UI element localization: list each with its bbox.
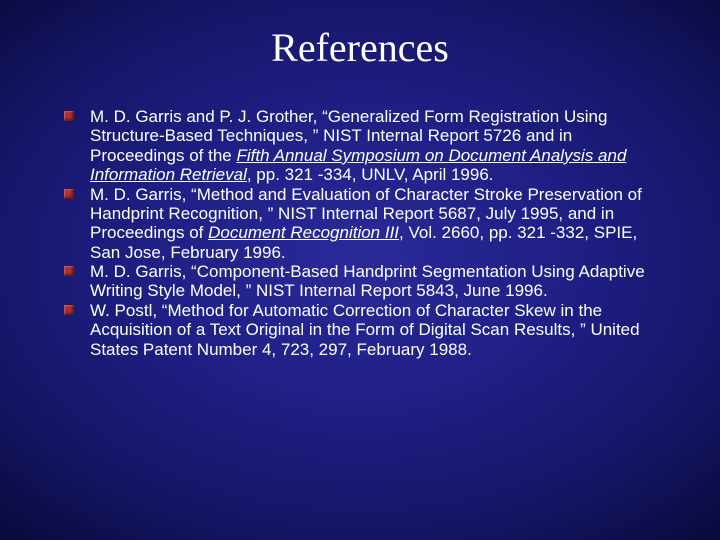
reference-item: M. D. Garris, “Method and Evaluation of …	[64, 185, 666, 263]
ref-text: M. D. Garris, “Component-Based Handprint…	[90, 262, 645, 300]
ref-italic: Document Recognition III	[208, 223, 399, 242]
slide-title: References	[40, 24, 680, 71]
reference-item: M. D. Garris, “Component-Based Handprint…	[64, 262, 666, 301]
reference-item: W. Postl, “Method for Automatic Correcti…	[64, 301, 666, 359]
references-list: M. D. Garris and P. J. Grother, “General…	[40, 107, 680, 359]
slide: References M. D. Garris and P. J. Grothe…	[0, 0, 720, 540]
reference-item: M. D. Garris and P. J. Grother, “General…	[64, 107, 666, 185]
ref-text: W. Postl, “Method for Automatic Correcti…	[90, 301, 640, 359]
ref-text: , pp. 321 -334, UNLV, April 1996.	[247, 165, 494, 184]
